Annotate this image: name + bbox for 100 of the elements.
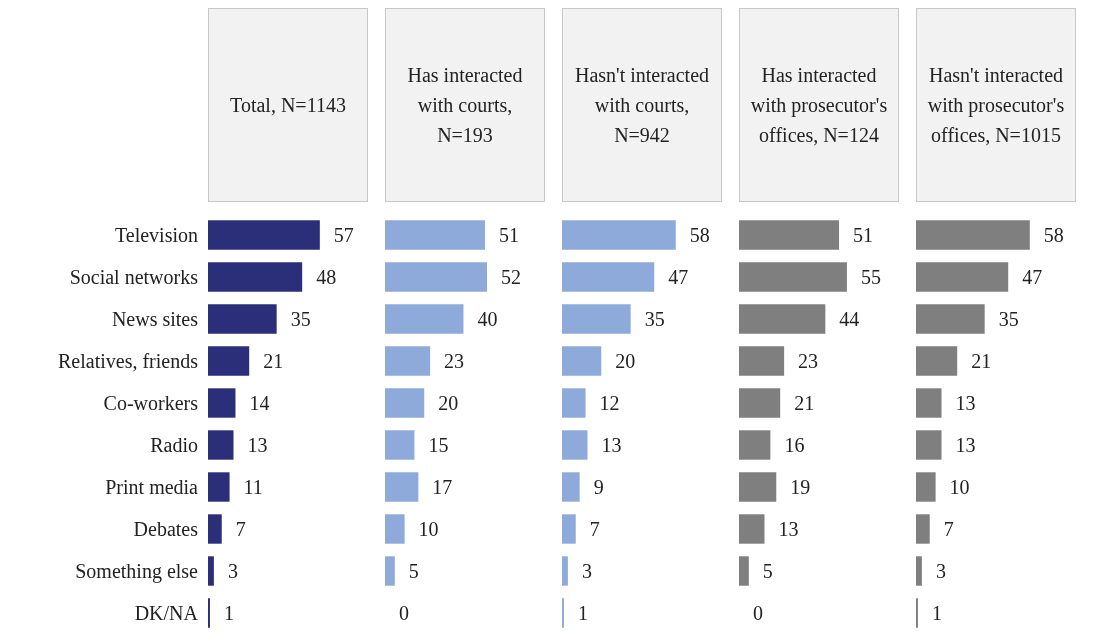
data-label: 13 [601, 434, 622, 456]
bar [739, 556, 749, 586]
data-label: 10 [418, 518, 439, 540]
bar [208, 430, 234, 460]
chart-title: Has interacted with courts, N=193 [406, 63, 524, 148]
y-tick-label: Something else [75, 560, 199, 583]
y-tick-label: Radio [150, 434, 198, 456]
bar [208, 220, 320, 250]
bar [562, 430, 588, 460]
bar [385, 430, 415, 460]
data-label: 15 [428, 434, 449, 456]
data-label: 44 [839, 308, 860, 330]
bar [916, 346, 958, 376]
bar [208, 262, 303, 292]
bar [739, 346, 785, 376]
bar [208, 388, 236, 418]
y-tick-label: DK/NA [134, 602, 199, 624]
data-label: 5 [762, 560, 773, 582]
chart-title: Has interacted with prosecutor's offices, N=124 [749, 63, 889, 148]
bar [208, 346, 250, 376]
y-tick-label: Debates [133, 518, 199, 540]
data-label: 13 [778, 518, 799, 540]
chart-title: Hasn't interacted with courts, N=942 [573, 63, 711, 148]
data-label: 20 [438, 392, 459, 414]
data-label: 52 [501, 266, 522, 288]
chart-title: Hasn't interacted with prosecutor's offices, N=1015 [926, 63, 1066, 148]
bar [562, 304, 631, 334]
bar [739, 514, 765, 544]
data-label: 7 [235, 518, 246, 540]
data-label: 23 [798, 350, 819, 372]
data-label: 3 [227, 560, 238, 582]
bar [916, 304, 985, 334]
data-label: 12 [599, 392, 620, 414]
bar [208, 514, 222, 544]
data-label: 5 [408, 560, 419, 582]
data-label: 20 [615, 350, 636, 372]
bar [562, 388, 586, 418]
bar [208, 304, 277, 334]
bar [562, 262, 655, 292]
data-label: 55 [860, 266, 881, 288]
data-label: 35 [644, 308, 665, 330]
data-label: 47 [668, 266, 689, 288]
y-tick-label: Social networks [69, 266, 199, 288]
data-label: 0 [399, 602, 409, 624]
data-label: 58 [689, 224, 710, 246]
data-label: 23 [444, 350, 465, 372]
bar [916, 514, 930, 544]
bar [739, 388, 781, 418]
bar [208, 556, 214, 586]
data-label: 21 [263, 350, 284, 372]
data-label: 57 [333, 224, 354, 246]
bar [562, 346, 602, 376]
data-label: 7 [943, 518, 954, 540]
bar [916, 220, 1030, 250]
data-label: 40 [477, 308, 498, 330]
data-label: 13 [955, 392, 976, 414]
data-label: 16 [784, 434, 805, 456]
data-label: 17 [432, 476, 453, 498]
bar [739, 262, 847, 292]
chart-title: Total, N=1143 [230, 93, 346, 118]
bar [739, 220, 840, 250]
bar [562, 220, 676, 250]
data-label: 19 [790, 476, 811, 498]
bar [385, 304, 464, 334]
data-label: 3 [935, 560, 946, 582]
data-label: 3 [581, 560, 592, 582]
data-label: 13 [247, 434, 268, 456]
bar [385, 262, 488, 292]
data-label: 21 [794, 392, 815, 414]
bar [916, 430, 942, 460]
bar [739, 304, 826, 334]
bar [916, 262, 1009, 292]
y-tick-label: Print media [105, 476, 199, 498]
bar [385, 472, 419, 502]
y-tick-label: Co-workers [103, 392, 199, 414]
data-label: 11 [243, 476, 263, 498]
bar [739, 472, 777, 502]
y-tick-label: Relatives, friends [58, 350, 199, 372]
data-label: 58 [1043, 224, 1064, 246]
data-label: 10 [949, 476, 970, 498]
bar [385, 388, 425, 418]
bar [916, 556, 922, 586]
data-label: 1 [223, 602, 234, 624]
bar [385, 220, 486, 250]
bar [562, 556, 568, 586]
data-label: 51 [853, 224, 874, 246]
bar [562, 472, 580, 502]
data-label: 35 [290, 308, 311, 330]
data-label: 48 [316, 266, 337, 288]
bar [916, 388, 942, 418]
data-label: 13 [955, 434, 976, 456]
data-label: 51 [499, 224, 520, 246]
data-label: 9 [593, 476, 604, 498]
bar [562, 514, 576, 544]
bar [385, 514, 405, 544]
y-tick-label: News sites [111, 308, 199, 330]
data-label: 35 [998, 308, 1019, 330]
data-label: 1 [931, 602, 942, 624]
data-label: 0 [753, 602, 763, 624]
bar [916, 472, 936, 502]
